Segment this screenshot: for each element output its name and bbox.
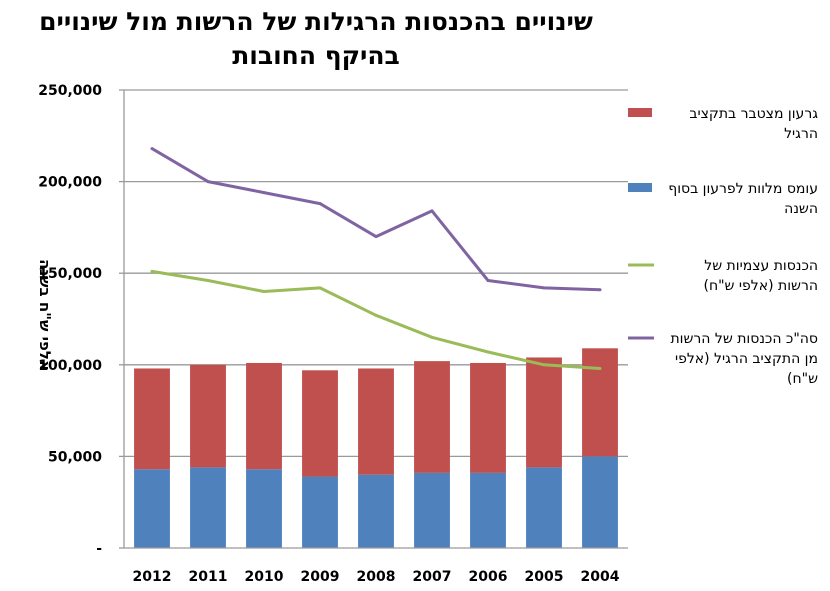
legend-label: השנה <box>784 201 818 217</box>
bar-loans-2006 <box>470 472 506 548</box>
bar-loans-2005 <box>526 467 562 548</box>
bar-deficit-2006 <box>470 362 506 473</box>
x-tick-label: 2006 <box>469 569 508 585</box>
bar-deficit-2004 <box>582 348 618 457</box>
y-tick-label: 250,000 <box>38 83 102 99</box>
x-tick-label: 2005 <box>525 569 564 585</box>
bar-deficit-2008 <box>358 368 394 475</box>
chart-title-line-1: שינויים בהכנסות הרגילות של הרשות מול שינ… <box>39 7 593 36</box>
x-tick-label: 2012 <box>133 569 172 585</box>
point-total-income-2010 <box>262 191 266 195</box>
legend-label: הרשות (אלפי ש"ח) <box>703 278 818 294</box>
point-own-income-2008 <box>374 313 378 317</box>
point-total-income-2004 <box>598 288 602 292</box>
x-tick-label: 2008 <box>357 569 396 585</box>
bar-deficit-2010 <box>246 362 282 470</box>
y-tick-label: 50,000 <box>48 449 102 465</box>
point-total-income-2007 <box>430 209 434 213</box>
point-total-income-2009 <box>318 202 322 206</box>
legend-label: עומס מלוות לפרעון בסוף <box>668 181 818 197</box>
x-axis-ticks: 2012 2011 2010 2009 2008 2007 2006 2005 2004 <box>133 569 620 585</box>
point-own-income-2009 <box>318 286 322 290</box>
y-axis-title: אלפי ש"ח בשנה <box>36 259 54 371</box>
series-lines <box>150 147 602 370</box>
x-tick-label: 2009 <box>301 569 340 585</box>
point-own-income-2011 <box>206 279 210 283</box>
bar-deficit-2007 <box>414 361 450 473</box>
x-tick-label: 2007 <box>413 569 452 585</box>
x-tick-label: 2010 <box>245 569 284 585</box>
legend-label: ש"ח) <box>787 371 818 387</box>
point-own-income-2012 <box>150 269 154 273</box>
bar-loans-2008 <box>358 474 394 548</box>
axes <box>123 90 628 549</box>
bar-loans-2007 <box>414 472 450 548</box>
y-tick-label: 100,000 <box>38 358 102 374</box>
bar-loans-2010 <box>246 469 282 548</box>
legend-swatch-deficit <box>628 108 652 117</box>
chart-title: שינויים בהכנסות הרגילות של הרשות מול שינ… <box>39 7 593 70</box>
bars <box>134 348 618 548</box>
legend-label: גרעון מצטבר בתקציב <box>689 106 818 122</box>
bar-deficit-2011 <box>190 364 226 468</box>
point-total-income-2008 <box>374 235 378 239</box>
bar-deficit-2012 <box>134 368 170 470</box>
legend-label: הכנסות עצמיות של <box>704 258 818 274</box>
point-own-income-2007 <box>430 335 434 339</box>
x-tick-label: 2011 <box>189 569 228 585</box>
point-total-income-2005 <box>542 286 546 290</box>
y-tick-label: - <box>96 541 102 557</box>
y-tick-label: 200,000 <box>38 175 102 191</box>
legend-label: סה"כ הכנסות של הרשות <box>670 331 818 347</box>
y-axis-ticks: - 50,000 100,000 150,000 200,000 250,000 <box>38 83 102 557</box>
bar-deficit-2009 <box>302 370 338 477</box>
point-total-income-2012 <box>150 147 154 151</box>
bar-deficit-2005 <box>526 357 562 468</box>
bar-loans-2004 <box>582 456 618 548</box>
bar-loans-2009 <box>302 476 338 548</box>
chart-title-line-2: בהיקף החובות <box>232 41 400 70</box>
point-own-income-2006 <box>486 350 490 354</box>
bar-loans-2012 <box>134 469 170 548</box>
bar-loans-2011 <box>190 467 226 548</box>
line-total-income <box>151 147 601 292</box>
y-tick-label: 150,000 <box>38 266 102 282</box>
legend-label: מן התקציב הרגיל (אלפי <box>675 351 818 367</box>
legend: גרעון מצטבר בתקציב הרגיל עומס מלוות לפרעון… <box>628 106 818 387</box>
legend-label: הרגיל <box>784 126 818 142</box>
point-total-income-2011 <box>206 180 210 184</box>
point-total-income-2006 <box>486 279 490 283</box>
point-own-income-2005 <box>542 363 546 367</box>
x-tick-label: 2004 <box>581 569 620 585</box>
point-own-income-2004 <box>598 366 602 370</box>
legend-swatch-loans <box>628 183 652 192</box>
point-own-income-2010 <box>262 290 266 294</box>
